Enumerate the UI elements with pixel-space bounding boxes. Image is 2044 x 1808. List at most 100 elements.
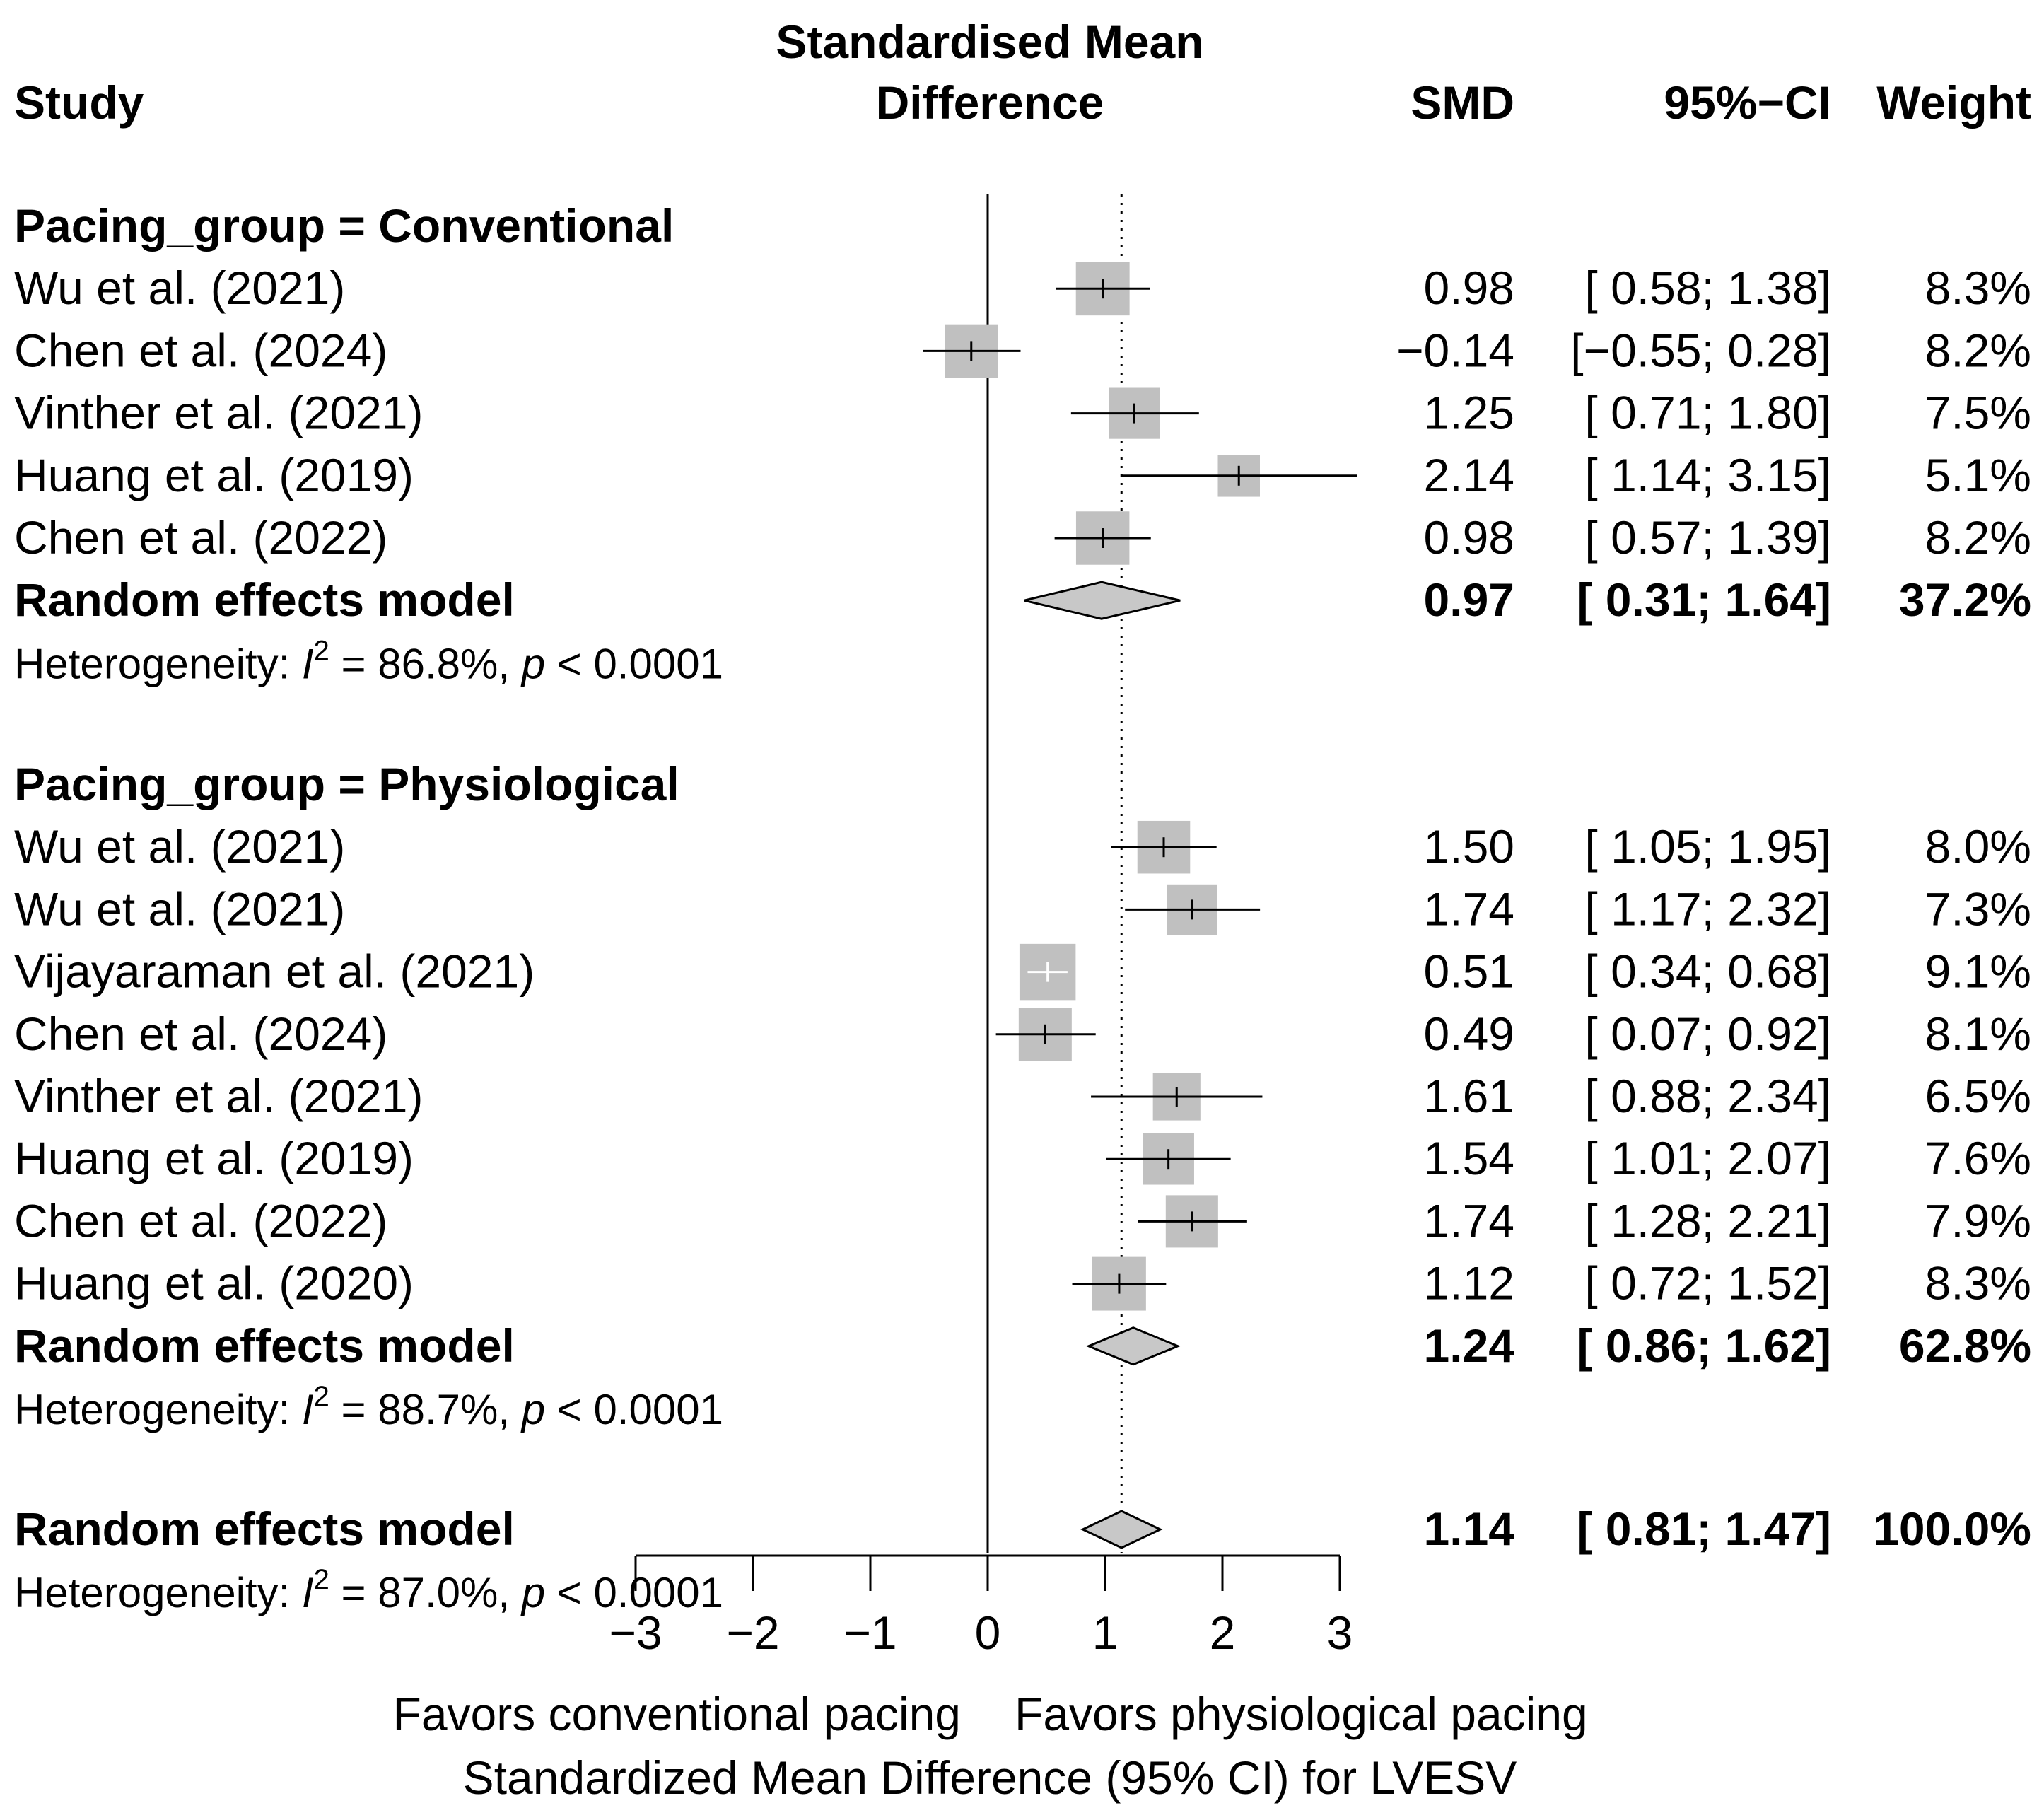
study-name: Vinther et al. (2021) xyxy=(14,1070,423,1122)
study-name: Huang et al. (2019) xyxy=(14,449,414,501)
study-smd: 0.98 xyxy=(1424,511,1514,564)
study-row: Vijayaraman et al. (2021) 0.51 [ 0.34; 0.6… xyxy=(14,943,2031,1001)
study-weight: 7.3% xyxy=(1925,882,2031,935)
x-tick-label: 1 xyxy=(1092,1606,1119,1659)
study-smd: 1.74 xyxy=(1424,1194,1514,1247)
study-weight: 6.5% xyxy=(1925,1070,2031,1122)
heterogeneity-text: Heterogeneity: I2 = 87.0%, p < 0.0001 xyxy=(14,1564,723,1616)
study-ci: [−0.55; 0.28] xyxy=(1570,324,1831,376)
heterogeneity-part: < 0.0001 xyxy=(545,640,723,687)
study-weight: 7.6% xyxy=(1925,1132,2031,1184)
study-ci: [ 0.88; 2.34] xyxy=(1584,1070,1831,1122)
study-ci: [ 1.14; 3.15] xyxy=(1584,449,1831,501)
study-row: Vinther et al. (2021) 1.25 [ 0.71; 1.80] 7.… xyxy=(14,387,2031,439)
x-tick-label: −3 xyxy=(609,1606,662,1659)
x-tick-label: −2 xyxy=(726,1606,779,1659)
header-plot-line1: Standardised Mean xyxy=(776,16,1203,68)
study-name: Wu et al. (2021) xyxy=(14,820,345,873)
study-row: Wu et al. (2021) 1.50 [ 1.05; 1.95] 8.0% xyxy=(14,820,2031,874)
study-name: Huang et al. (2019) xyxy=(14,1132,414,1184)
pooled-diamond xyxy=(1024,581,1181,620)
study-name: Vijayaraman et al. (2021) xyxy=(14,945,535,998)
x-tick-label: 2 xyxy=(1210,1606,1236,1659)
study-ci: [ 0.34; 0.68] xyxy=(1584,945,1831,998)
study-row: Chen et al. (2022) 1.74 [ 1.28; 2.21] 7.9% xyxy=(14,1194,2031,1248)
subgroup-model-row: Random effects model 1.24 [ 0.86; 1.62] 62.… xyxy=(14,1319,2031,1372)
study-weight: 8.3% xyxy=(1925,262,2031,314)
heterogeneity-part: 2 xyxy=(314,1381,329,1412)
study-weight: 8.0% xyxy=(1925,820,2031,873)
forest-rows: Pacing_group = Conventional Wu et al. (20… xyxy=(14,199,2031,1616)
study-smd: 2.14 xyxy=(1424,449,1514,501)
header-study: Study xyxy=(14,76,144,129)
study-name: Wu et al. (2021) xyxy=(14,262,345,314)
model-weight: 62.8% xyxy=(1899,1319,2031,1372)
model-smd: 1.14 xyxy=(1424,1503,1515,1555)
study-weight: 8.3% xyxy=(1925,1257,2031,1310)
study-row: Wu et al. (2021) 0.98 [ 0.58; 1.38] 8.3% xyxy=(14,262,2031,316)
heterogeneity-part: < 0.0001 xyxy=(545,1386,723,1433)
study-ci: [ 0.72; 1.52] xyxy=(1584,1257,1831,1310)
heterogeneity-part: p xyxy=(520,640,545,687)
study-weight: 7.9% xyxy=(1925,1194,2031,1247)
study-name: Vinther et al. (2021) xyxy=(14,387,423,439)
heterogeneity-part: Heterogeneity: xyxy=(14,1386,302,1433)
x-tick-label: −1 xyxy=(843,1606,897,1659)
x-axis-title: Standardized Mean Difference (95% CI) fo… xyxy=(463,1751,1517,1804)
study-ci: [ 0.07; 0.92] xyxy=(1584,1008,1831,1060)
study-weight: 8.2% xyxy=(1925,511,2031,564)
study-smd: 0.51 xyxy=(1424,945,1514,998)
heterogeneity-part: Heterogeneity: xyxy=(14,640,302,687)
study-smd: 1.74 xyxy=(1424,882,1514,935)
study-ci: [ 1.17; 2.32] xyxy=(1584,882,1831,935)
study-smd: 1.25 xyxy=(1424,387,1514,439)
heterogeneity-part: I xyxy=(302,1386,314,1433)
study-smd: 0.49 xyxy=(1424,1008,1514,1060)
plot-reference-lines xyxy=(986,194,1123,1553)
study-name: Huang et al. (2020) xyxy=(14,1257,414,1310)
heterogeneity-part: Heterogeneity: xyxy=(14,1569,302,1616)
model-label: Random effects model xyxy=(14,1503,515,1555)
study-name: Wu et al. (2021) xyxy=(14,882,345,935)
overall-model-row: Random effects model 1.14 [ 0.81; 1.47] 100… xyxy=(14,1503,2031,1555)
pooled-diamond xyxy=(1080,1510,1163,1549)
study-weight: 7.5% xyxy=(1925,387,2031,439)
heterogeneity-part: = 86.8%, xyxy=(329,640,522,687)
study-row: Chen et al. (2024) 0.49 [ 0.07; 0.92] 8.1% xyxy=(14,1008,2031,1061)
study-name: Chen et al. (2024) xyxy=(14,1008,387,1060)
header-plot-line2: Difference xyxy=(876,76,1104,129)
heterogeneity-part: = 87.0%, xyxy=(329,1569,522,1616)
model-ci: [ 0.86; 1.62] xyxy=(1577,1319,1831,1372)
study-row: Huang et al. (2019) 1.54 [ 1.01; 2.07] 7.6% xyxy=(14,1132,2031,1185)
study-smd: 1.50 xyxy=(1424,820,1514,873)
study-row: Wu et al. (2021) 1.74 [ 1.17; 2.32] 7.3% xyxy=(14,882,2031,935)
model-weight: 37.2% xyxy=(1899,573,2031,626)
study-row: Chen et al. (2022) 0.98 [ 0.57; 1.39] 8.2% xyxy=(14,511,2031,565)
model-ci: [ 0.81; 1.47] xyxy=(1577,1503,1831,1555)
study-ci: [ 1.01; 2.07] xyxy=(1584,1132,1831,1184)
study-name: Chen et al. (2024) xyxy=(14,324,387,376)
study-row: Chen et al. (2024) −0.14 [−0.55; 0.28] 8.2% xyxy=(14,324,2031,378)
model-smd: 1.24 xyxy=(1424,1319,1515,1372)
heterogeneity-part: p xyxy=(520,1569,545,1616)
heterogeneity-part: 2 xyxy=(314,1564,329,1595)
model-label: Random effects model xyxy=(14,1319,515,1372)
pooled-diamond xyxy=(1085,1326,1181,1366)
heterogeneity-part: I xyxy=(302,1569,314,1616)
heterogeneity-part: p xyxy=(520,1386,545,1433)
study-smd: 1.54 xyxy=(1424,1132,1514,1184)
header-weight: Weight xyxy=(1876,76,2031,129)
study-ci: [ 0.71; 1.80] xyxy=(1584,387,1831,439)
study-name: Chen et al. (2022) xyxy=(14,1194,387,1247)
study-weight: 8.1% xyxy=(1925,1008,2031,1060)
study-row: Huang et al. (2020) 1.12 [ 0.72; 1.52] 8.3% xyxy=(14,1257,2031,1311)
study-weight: 8.2% xyxy=(1925,324,2031,376)
x-axis: −3 −2 −1 0 1 2 3 xyxy=(609,1554,1353,1659)
study-ci: [ 0.57; 1.39] xyxy=(1584,511,1831,564)
favor-right-label: Favors physiological pacing xyxy=(1015,1688,1588,1740)
model-ci: [ 0.31; 1.64] xyxy=(1577,573,1831,626)
model-label: Random effects model xyxy=(14,573,515,626)
model-weight: 100.0% xyxy=(1873,1503,2031,1555)
column-headers: Study Standardised Mean Difference SMD 9… xyxy=(14,16,2031,129)
